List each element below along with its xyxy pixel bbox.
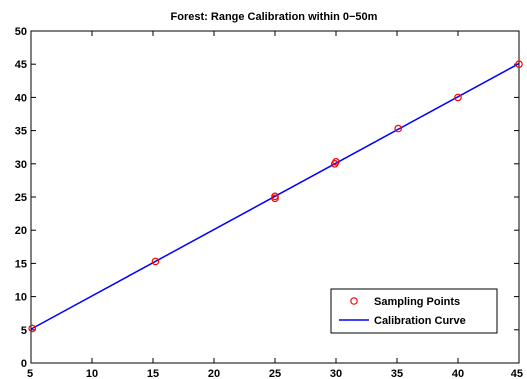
x-tick-label: 40	[452, 368, 464, 379]
x-tick-label: 30	[330, 368, 342, 379]
x-tick-label: 5	[27, 368, 33, 379]
sampling-point	[332, 158, 340, 166]
sampling-points-series	[28, 60, 523, 333]
sampling-point	[454, 93, 462, 102]
legend-label-sampling-points: Sampling Points	[374, 296, 460, 308]
y-tick-label: 20	[15, 225, 27, 237]
x-axis: 5 10 15 20 25 30 35 40 45	[27, 31, 523, 379]
x-tick-label: 35	[391, 368, 403, 379]
x-tick-label: 10	[86, 368, 98, 379]
y-axis: 0 5 10 15 20 25 30 35 40 45 50	[15, 26, 519, 370]
y-tick-label: 15	[15, 258, 27, 270]
y-tick-label: 35	[15, 126, 27, 138]
sampling-point	[28, 324, 37, 333]
chart-title: Forest: Range Calibration within 0−50m	[171, 11, 378, 23]
legend: Sampling Points Calibration Curve	[330, 288, 498, 334]
legend-box	[330, 288, 498, 334]
sampling-point	[394, 124, 403, 133]
calibration-curve-line	[30, 62, 520, 330]
y-tick-label: 50	[15, 26, 27, 38]
x-tick-label: 15	[147, 368, 159, 379]
sampling-point	[271, 192, 279, 201]
y-tick-label: 45	[15, 59, 27, 71]
y-tick-label: 5	[21, 325, 27, 337]
x-tick-label: 25	[269, 368, 281, 379]
x-tick-label: 45	[511, 368, 523, 379]
y-tick-label: 25	[15, 192, 27, 204]
calibration-curve-series	[30, 62, 520, 330]
y-tick-label: 10	[15, 292, 27, 304]
x-tick-label: 20	[208, 368, 220, 379]
legend-marker-sampling-points	[350, 297, 358, 305]
sampling-point	[151, 257, 160, 266]
legend-label-calibration-curve: Calibration Curve	[374, 315, 466, 327]
sampling-point	[515, 60, 523, 68]
y-tick-label: 40	[15, 92, 27, 104]
y-tick-label: 30	[15, 159, 27, 171]
y-tick-label: 0	[21, 358, 27, 370]
